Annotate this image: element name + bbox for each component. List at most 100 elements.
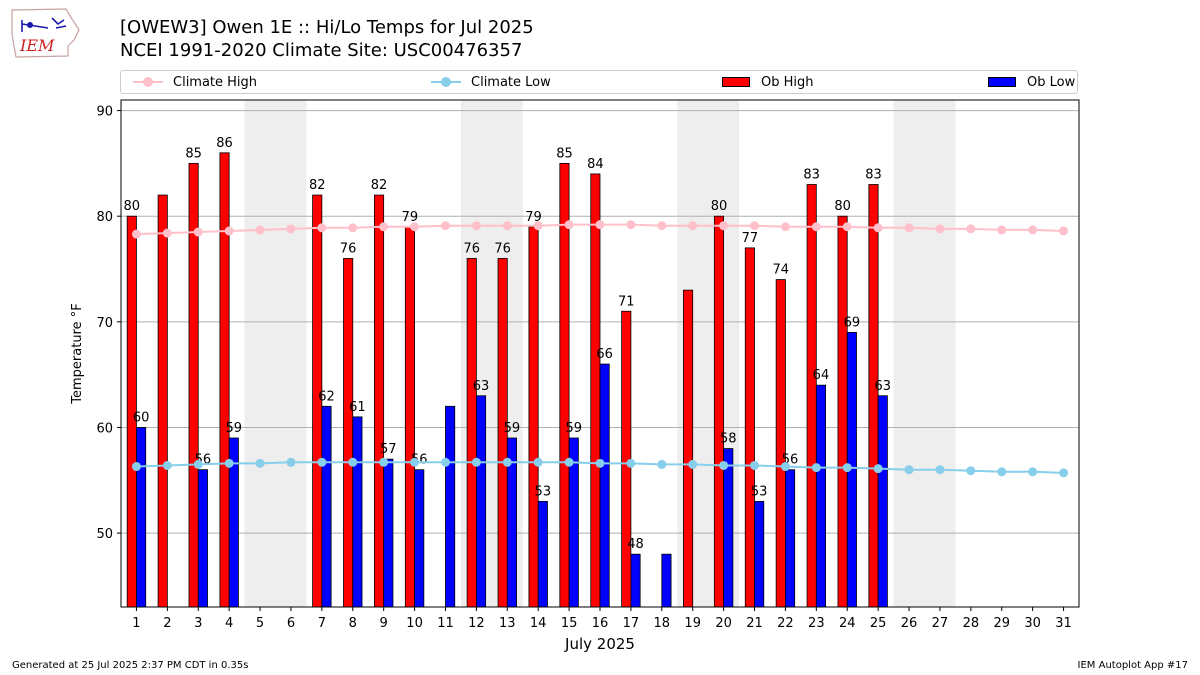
ob-high-bar-day-3	[188, 162, 199, 607]
legend: Climate High Climate Low Ob High Ob Low	[120, 70, 1078, 94]
climate-low-point-day-16	[595, 458, 605, 468]
ob-high-label-day-20: 80	[711, 199, 728, 214]
logo-text: IEM	[19, 36, 55, 55]
ob-high-bar-day-8	[343, 258, 354, 607]
ob-high-bar-day-13	[497, 258, 508, 607]
ob-high-bar-day-24	[837, 215, 848, 607]
ob-high-label-day-16: 84	[587, 157, 604, 172]
climate-low-point-day-28	[966, 466, 976, 476]
legend-item-climate-low: Climate Low	[429, 71, 551, 93]
climate-low-point-day-10	[410, 457, 420, 467]
ob-high-label-day-14: 79	[525, 210, 542, 225]
climate-high-point-day-7	[317, 223, 327, 233]
climate-high-point-day-5	[255, 225, 265, 235]
ob-low-bar-day-24	[846, 331, 857, 607]
y-axis-label: Temperature °F	[70, 303, 85, 404]
ob-low-bar-day-17	[630, 553, 641, 607]
footer-app-text: IEM Autoplot App #17	[1077, 660, 1188, 671]
climate-high-point-day-20	[719, 221, 729, 231]
climate-high-point-day-27	[935, 224, 945, 234]
ob-low-bar-day-3	[197, 469, 208, 607]
x-tick-label-2: 2	[163, 616, 171, 631]
ob-low-bar-day-11	[445, 405, 456, 607]
ob-low-bar-day-20	[723, 448, 734, 607]
legend-label-climate-high: Climate High	[173, 74, 258, 90]
x-tick-label-29: 29	[993, 616, 1010, 631]
ob-low-label-day-25: 63	[874, 379, 891, 394]
x-tick-label-24: 24	[839, 616, 856, 631]
ob-high-label-day-24: 80	[834, 199, 851, 214]
weekend-shade-1	[460, 100, 523, 607]
ob-low-bar-day-16	[599, 363, 610, 607]
ob-low-bar-day-8	[352, 416, 363, 607]
ob-low-bar-day-1	[136, 427, 147, 607]
climate-low-point-day-23	[811, 463, 821, 473]
x-tick-label-14: 14	[530, 616, 547, 631]
climate-high-point-day-1	[131, 229, 141, 239]
ob-high-label-day-12: 76	[463, 241, 480, 256]
ob-high-label-day-10: 79	[402, 210, 419, 225]
ob-low-bar-day-7	[321, 405, 332, 607]
climate-low-point-day-31	[1059, 468, 1069, 478]
x-tick-label-9: 9	[380, 616, 388, 631]
climate-low-point-day-27	[935, 465, 945, 475]
ob-high-label-day-13: 76	[494, 241, 511, 256]
ob-high-label-day-23: 83	[803, 168, 820, 183]
ob-low-bar-day-21	[754, 500, 765, 607]
iowa-outline-icon	[11, 8, 80, 58]
ob-low-label-day-8: 61	[349, 400, 366, 415]
ob-low-label-day-17: 48	[627, 537, 644, 552]
climate-low-point-day-24	[842, 463, 852, 473]
climate-high-point-day-3	[193, 227, 203, 237]
ob-high-label-day-15: 85	[556, 146, 573, 161]
climate-low-point-day-17	[626, 458, 636, 468]
climate-high-point-day-18	[657, 221, 667, 231]
x-tick-label-7: 7	[318, 616, 326, 631]
climate-low-point-day-22	[780, 462, 790, 472]
ob-high-bar-day-4	[219, 152, 230, 607]
x-tick-label-22: 22	[777, 616, 794, 631]
climate-high-point-day-21	[750, 221, 760, 231]
climate-high-point-day-31	[1059, 226, 1069, 236]
ob-high-label-day-17: 71	[618, 294, 635, 309]
climate-high-point-day-15	[564, 220, 574, 230]
ob-low-label-day-10: 56	[411, 453, 428, 468]
x-tick-label-30: 30	[1024, 616, 1041, 631]
x-tick-label-25: 25	[870, 616, 887, 631]
weekend-shade-2	[677, 100, 740, 607]
ob-high-label-day-22: 74	[773, 263, 790, 278]
x-tick-label-1: 1	[132, 616, 140, 631]
climate-low-point-day-5	[255, 458, 265, 468]
x-tick-label-27: 27	[932, 616, 949, 631]
climate-low-point-day-13	[502, 457, 512, 467]
climate-low-point-day-18	[657, 459, 667, 469]
x-tick-label-4: 4	[225, 616, 233, 631]
footer-generated-text: Generated at 25 Jul 2025 2:37 PM CDT in …	[12, 660, 249, 671]
climate-low-point-day-11	[440, 457, 450, 467]
legend-item-climate-high: Climate High	[131, 71, 257, 93]
ob-high-label-day-9: 82	[371, 178, 388, 193]
ob-low-label-day-7: 62	[318, 389, 335, 404]
climate-low-point-day-25	[873, 464, 883, 474]
y-tick-label-90: 90	[96, 105, 113, 120]
ob-high-label-day-3: 85	[185, 146, 202, 161]
ob-low-bar-day-10	[414, 469, 425, 607]
climate-low-point-day-7	[317, 457, 327, 467]
ob-high-bar-day-15	[559, 162, 570, 607]
climate-high-point-day-19	[688, 221, 698, 231]
climate-high-point-day-23	[811, 222, 821, 232]
x-tick-label-18: 18	[654, 616, 671, 631]
x-tick-label-21: 21	[746, 616, 763, 631]
ob-high-bar-day-16	[590, 173, 601, 607]
climate-low-point-day-1	[131, 462, 141, 472]
climate-high-point-day-10	[410, 222, 420, 232]
iem-logo: IEM	[11, 8, 80, 58]
ob-high-label-day-21: 77	[742, 231, 759, 246]
climate-high-point-day-12	[471, 221, 481, 231]
ob-high-bar-day-19	[683, 289, 694, 607]
ob-low-bar-day-23	[815, 384, 826, 607]
plot-frame	[120, 99, 1080, 608]
x-tick-label-17: 17	[623, 616, 640, 631]
ob-low-bar-day-15	[568, 437, 579, 607]
ob-low-bar-day-25	[877, 395, 888, 607]
